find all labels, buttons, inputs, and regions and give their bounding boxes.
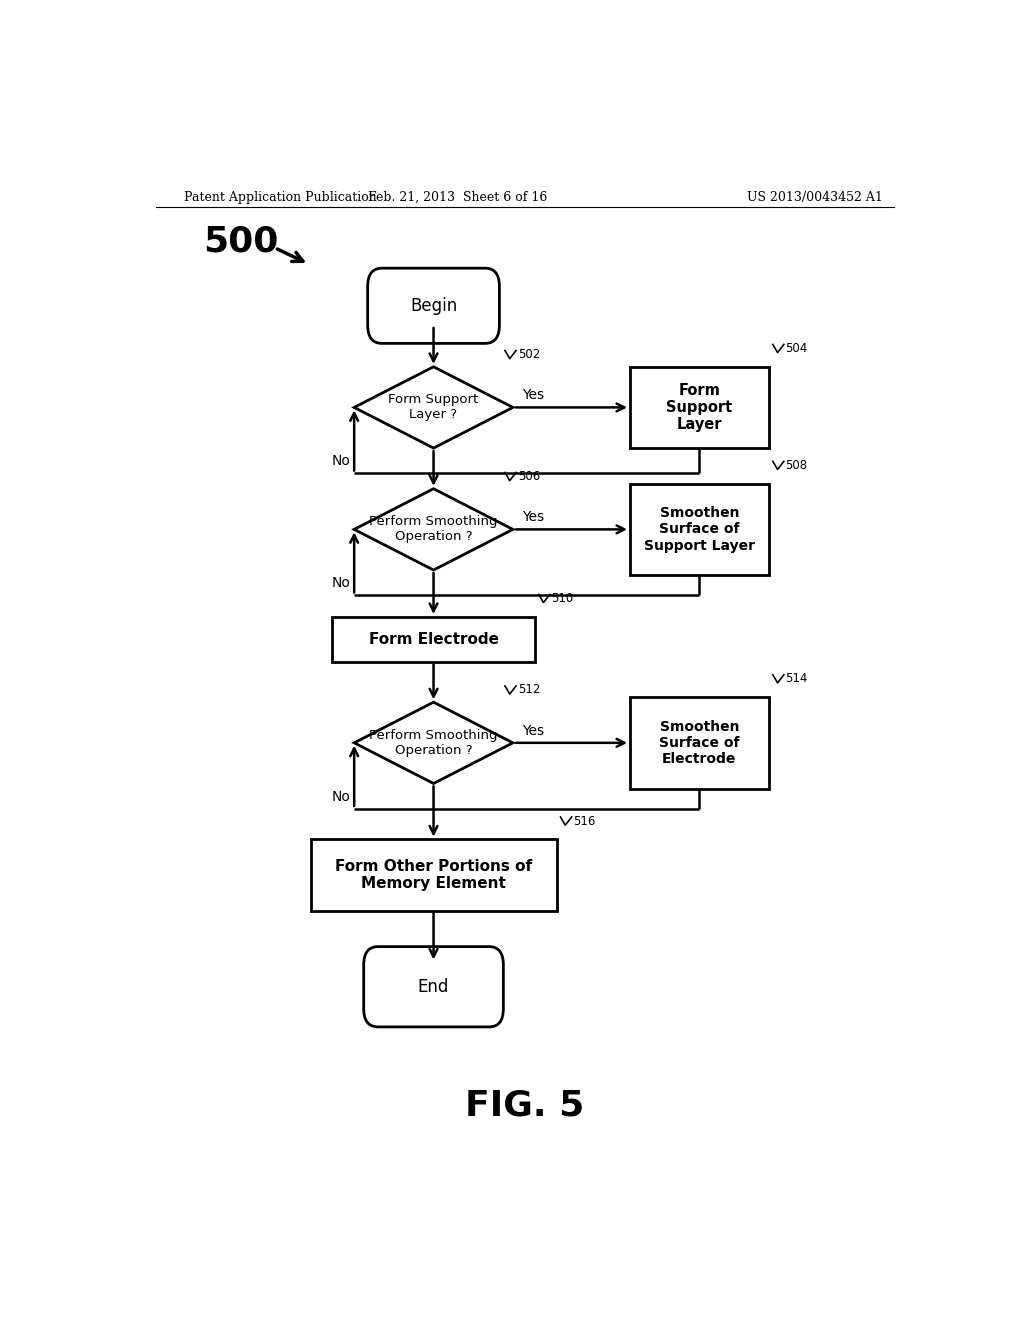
Text: FIG. 5: FIG. 5: [465, 1089, 585, 1123]
Text: Form Support
Layer ?: Form Support Layer ?: [388, 393, 478, 421]
Text: No: No: [332, 454, 350, 469]
Text: Feb. 21, 2013  Sheet 6 of 16: Feb. 21, 2013 Sheet 6 of 16: [368, 190, 547, 203]
Text: 508: 508: [785, 459, 808, 471]
Bar: [310, 840, 557, 911]
Text: End: End: [418, 978, 450, 995]
Text: Smoothen
Surface of
Electrode: Smoothen Surface of Electrode: [659, 719, 739, 766]
Text: Yes: Yes: [522, 723, 545, 738]
Text: 506: 506: [518, 470, 540, 483]
Text: No: No: [332, 789, 350, 804]
Text: 504: 504: [785, 342, 808, 355]
Text: US 2013/0043452 A1: US 2013/0043452 A1: [748, 190, 883, 203]
Text: Begin: Begin: [410, 297, 457, 314]
Text: Patent Application Publication: Patent Application Publication: [183, 190, 376, 203]
Polygon shape: [354, 367, 513, 447]
Bar: [333, 616, 535, 661]
Text: 512: 512: [518, 684, 540, 697]
Text: Perform Smoothing
Operation ?: Perform Smoothing Operation ?: [370, 515, 498, 544]
Text: 502: 502: [518, 348, 540, 362]
Polygon shape: [354, 488, 513, 570]
FancyBboxPatch shape: [368, 268, 500, 343]
Text: 510: 510: [551, 591, 573, 605]
Bar: [630, 697, 769, 788]
Text: Form Electrode: Form Electrode: [369, 632, 499, 647]
Text: Perform Smoothing
Operation ?: Perform Smoothing Operation ?: [370, 729, 498, 756]
FancyBboxPatch shape: [364, 946, 504, 1027]
Text: No: No: [332, 577, 350, 590]
Bar: [630, 367, 769, 447]
Text: 500: 500: [204, 224, 279, 259]
Text: 514: 514: [785, 672, 808, 685]
Text: Form Other Portions of
Memory Element: Form Other Portions of Memory Element: [335, 859, 532, 891]
Bar: [630, 483, 769, 576]
Text: Smoothen
Surface of
Support Layer: Smoothen Surface of Support Layer: [644, 506, 755, 553]
Text: Form
Support
Layer: Form Support Layer: [667, 383, 732, 433]
Text: Yes: Yes: [522, 388, 545, 403]
Polygon shape: [354, 702, 513, 784]
Text: 516: 516: [573, 814, 596, 828]
Text: Yes: Yes: [522, 511, 545, 524]
